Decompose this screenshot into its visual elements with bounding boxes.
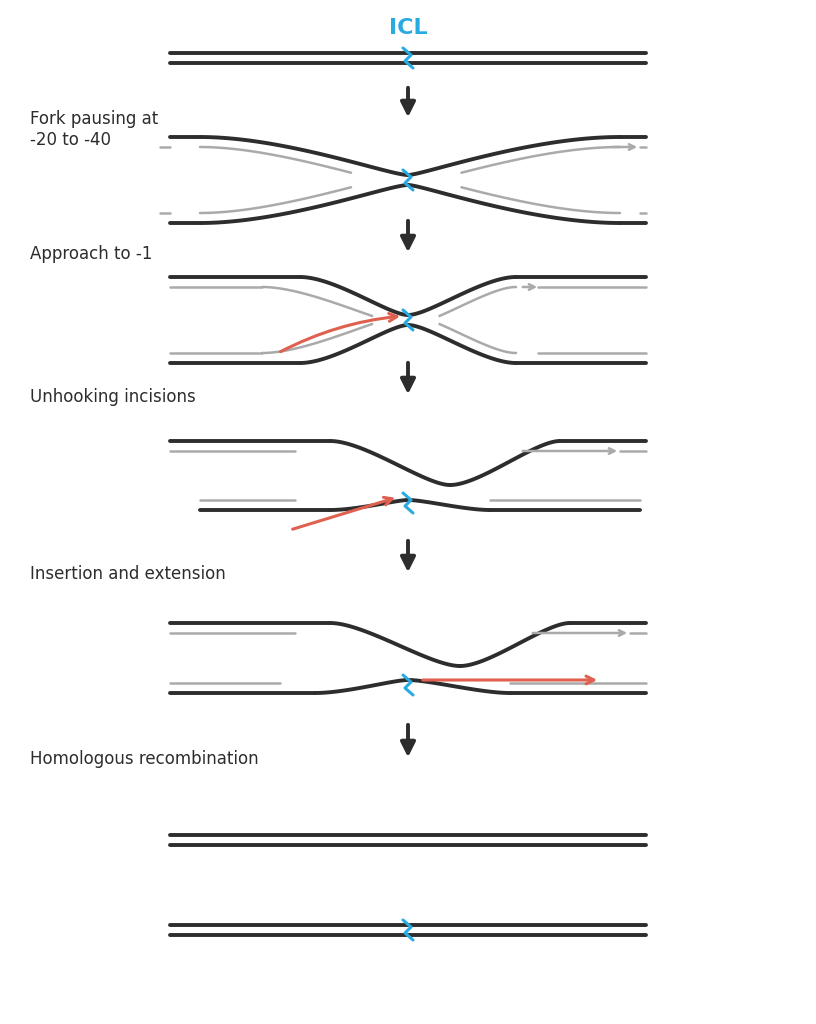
Text: Fork pausing at
-20 to -40: Fork pausing at -20 to -40	[30, 110, 158, 148]
Text: Approach to -1: Approach to -1	[30, 245, 153, 263]
Text: Homologous recombination: Homologous recombination	[30, 750, 259, 768]
Text: Insertion and extension: Insertion and extension	[30, 565, 226, 583]
Text: ICL: ICL	[388, 18, 428, 38]
Text: Unhooking incisions: Unhooking incisions	[30, 388, 196, 406]
